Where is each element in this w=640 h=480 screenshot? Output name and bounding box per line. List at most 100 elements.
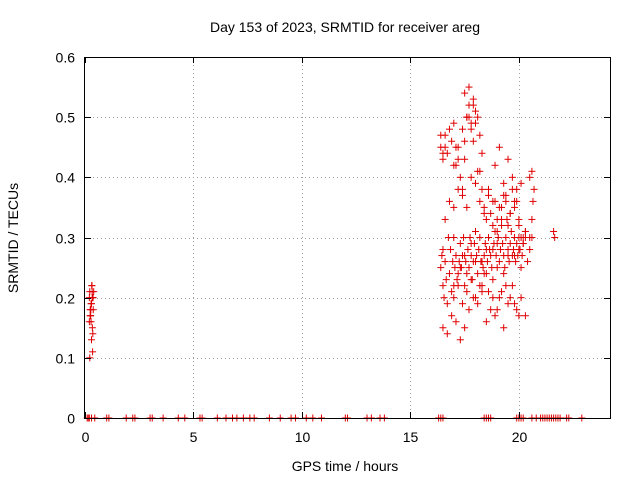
- data-point: [480, 203, 488, 211]
- data-point: [465, 264, 473, 272]
- y-tick-label: 0.1: [56, 351, 76, 367]
- data-point: [478, 149, 486, 157]
- data-point: [515, 312, 523, 320]
- data-point: [498, 288, 506, 296]
- data-point: [489, 294, 497, 302]
- data-point: [445, 270, 453, 278]
- data-point: [524, 258, 532, 266]
- data-point: [461, 137, 469, 145]
- points-layer: [83, 83, 586, 422]
- data-point: [487, 306, 495, 314]
- data-point: [526, 173, 534, 181]
- data-point: [511, 197, 519, 205]
- data-point: [489, 221, 497, 229]
- data-point: [458, 125, 466, 133]
- data-point: [502, 234, 510, 241]
- data-point: [485, 191, 493, 199]
- data-point: [461, 282, 469, 290]
- data-point: [439, 324, 447, 332]
- data-point: [473, 252, 481, 260]
- data-point: [464, 246, 472, 254]
- data-point: [476, 167, 484, 175]
- data-point: [474, 113, 482, 121]
- data-point: [463, 288, 471, 296]
- data-point: [471, 258, 479, 266]
- data-point: [445, 197, 453, 205]
- data-point: [508, 282, 516, 290]
- data-point: [88, 336, 96, 344]
- data-point: [454, 270, 462, 278]
- data-point: [456, 264, 464, 272]
- y-tick-label: 0.6: [56, 50, 76, 66]
- data-point: [467, 173, 475, 181]
- data-point: [448, 288, 456, 296]
- data-point: [498, 221, 506, 229]
- data-point: [495, 294, 503, 302]
- data-point: [449, 258, 457, 266]
- data-point: [504, 300, 512, 308]
- data-point: [512, 258, 520, 266]
- data-point: [528, 167, 536, 175]
- data-point: [465, 83, 473, 91]
- data-point: [485, 234, 493, 241]
- data-point: [462, 258, 470, 266]
- data-point: [467, 240, 475, 248]
- data-point: [476, 234, 484, 241]
- data-point: [467, 119, 475, 127]
- data-point: [529, 197, 537, 205]
- data-point: [495, 143, 503, 151]
- data-point: [452, 318, 460, 326]
- data-point: [454, 185, 462, 193]
- data-point: [439, 246, 447, 254]
- data-point: [487, 209, 495, 217]
- y-axis-label: SRMTID / TECUs: [5, 183, 21, 293]
- data-point: [476, 282, 484, 290]
- x-tick-label: 0: [82, 429, 90, 445]
- data-point: [448, 312, 456, 320]
- data-point: [519, 234, 527, 241]
- data-point: [513, 306, 521, 314]
- data-point: [511, 300, 519, 308]
- data-point: [453, 276, 461, 284]
- data-point: [511, 203, 519, 211]
- data-point: [458, 191, 466, 199]
- data-point: [479, 264, 487, 272]
- data-point: [469, 95, 477, 103]
- data-point: [505, 258, 513, 266]
- data-point: [493, 240, 501, 248]
- data-point: [496, 246, 504, 254]
- data-point: [89, 330, 97, 338]
- data-point: [469, 137, 477, 145]
- data-point: [439, 282, 447, 290]
- data-point: [492, 252, 500, 260]
- data-point: [515, 215, 523, 223]
- data-point: [461, 252, 469, 260]
- data-point: [443, 330, 451, 338]
- data-point: [493, 306, 501, 314]
- data-point: [456, 173, 464, 181]
- data-point: [471, 294, 479, 302]
- chart-title: Day 153 of 2023, SRMTID for receiver are…: [210, 19, 480, 35]
- data-point: [465, 113, 473, 121]
- data-point: [493, 215, 501, 223]
- data-point: [454, 282, 462, 290]
- data-point: [478, 288, 486, 296]
- data-point: [500, 270, 508, 278]
- data-point: [465, 306, 473, 314]
- x-axis-label: GPS time / hours: [292, 458, 399, 474]
- data-point: [506, 294, 514, 302]
- data-point: [504, 221, 512, 229]
- data-point: [474, 270, 482, 278]
- data-point: [461, 324, 469, 332]
- data-point: [502, 197, 510, 205]
- data-point: [521, 312, 529, 320]
- x-tick-label: 15: [403, 429, 419, 445]
- data-point: [515, 246, 523, 254]
- data-point: [498, 203, 506, 211]
- data-point: [461, 155, 469, 163]
- data-point: [551, 234, 559, 241]
- y-tick-label: 0.2: [56, 291, 76, 307]
- data-point: [494, 234, 502, 241]
- data-point: [88, 282, 96, 290]
- data-point: [450, 161, 458, 169]
